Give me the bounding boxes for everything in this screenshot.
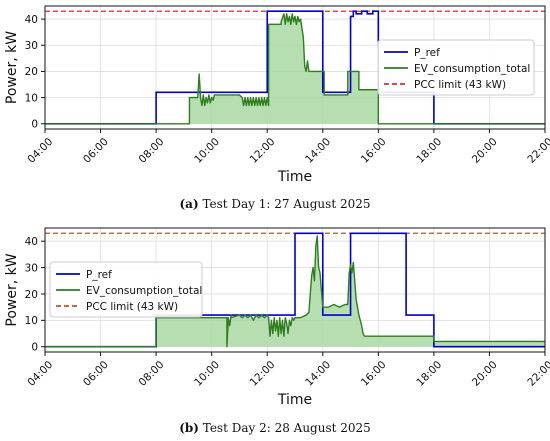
chart-panel-a: 04:00 06:00 08:00 10:00 12:00 14:00 16:00 18:00… bbox=[4, 5, 550, 211]
x-tick-label: 06:00 bbox=[81, 359, 111, 389]
y-axis-ticks: 0 10 20 30 40 bbox=[25, 236, 45, 354]
x-tick-label: 10:00 bbox=[192, 359, 222, 389]
x-tick-label: 10:00 bbox=[192, 136, 222, 166]
series-line-ev-consumption-total bbox=[45, 13, 545, 125]
caption-label: (a) bbox=[179, 197, 198, 211]
x-tick-label: 22:00 bbox=[525, 359, 550, 389]
caption-text: Test Day 1: 27 August 2025 bbox=[199, 197, 371, 211]
y-tick-label: 40 bbox=[25, 14, 38, 26]
y-tick-label: 10 bbox=[25, 315, 38, 327]
plot-area-frame bbox=[44, 227, 546, 353]
y-axis-label: Power, kW bbox=[4, 31, 20, 104]
x-tick-label: 12:00 bbox=[248, 136, 278, 166]
legend: P_ref EV_consumption_total PCC limit (43… bbox=[49, 261, 203, 318]
x-tick-label: 16:00 bbox=[359, 359, 389, 389]
x-tick-label: 04:00 bbox=[25, 136, 55, 166]
plot-area-frame bbox=[44, 5, 546, 130]
caption-label: (b) bbox=[179, 421, 199, 435]
y-tick-label: 20 bbox=[25, 289, 38, 301]
legend-entry-pcc-limit: PCC limit (43 kW) bbox=[414, 79, 506, 91]
x-tick-label: 20:00 bbox=[470, 359, 500, 389]
x-tick-label: 22:00 bbox=[525, 136, 550, 166]
y-tick-label: 10 bbox=[25, 92, 38, 104]
series-line-ev-consumption-total bbox=[45, 235, 545, 348]
legend-entry-p-ref: P_ref bbox=[86, 269, 112, 281]
x-tick-label: 18:00 bbox=[414, 136, 444, 166]
caption-text: Test Day 2: 28 August 2025 bbox=[199, 421, 371, 435]
legend-box bbox=[49, 261, 203, 318]
series-fill-ev-consumption-total bbox=[45, 235, 545, 347]
legend-entry-ev-consumption-total: EV_consumption_total bbox=[86, 285, 202, 297]
y-tick-label: 30 bbox=[25, 40, 38, 52]
caption: (a) Test Day 1: 27 August 2025 bbox=[179, 197, 370, 211]
x-axis-label: Time bbox=[277, 169, 312, 185]
legend-entry-p-ref: P_ref bbox=[414, 47, 440, 59]
x-axis-ticks: 04:00 06:00 08:00 10:00 12:00 14:00 16:00 18:00… bbox=[25, 352, 550, 389]
y-tick-label: 30 bbox=[25, 262, 38, 274]
legend: P_ref EV_consumption_total PCC limit (43… bbox=[377, 39, 535, 96]
x-tick-label: 04:00 bbox=[25, 359, 55, 389]
chart-panel-b: 04:00 06:00 08:00 10:00 12:00 14:00 16:00 18:00… bbox=[4, 227, 550, 435]
legend-box bbox=[377, 39, 535, 96]
y-tick-label: 0 bbox=[31, 342, 38, 354]
y-axis-ticks: 0 10 20 30 40 bbox=[25, 14, 45, 131]
caption: (b) Test Day 2: 28 August 2025 bbox=[179, 421, 371, 435]
x-tick-label: 08:00 bbox=[137, 359, 167, 389]
x-tick-label: 12:00 bbox=[248, 359, 278, 389]
series-line-p-ref bbox=[45, 10, 545, 125]
y-axis-label: Power, kW bbox=[4, 253, 20, 326]
x-tick-label: 20:00 bbox=[470, 136, 500, 166]
legend-entry-ev-consumption-total: EV_consumption_total bbox=[414, 63, 530, 75]
x-tick-label: 08:00 bbox=[137, 136, 167, 166]
y-tick-label: 0 bbox=[31, 119, 38, 131]
x-tick-label: 16:00 bbox=[359, 136, 389, 166]
y-tick-label: 20 bbox=[25, 66, 38, 78]
x-axis-label: Time bbox=[277, 392, 312, 408]
x-tick-label: 06:00 bbox=[81, 136, 111, 166]
x-tick-label: 14:00 bbox=[303, 136, 333, 166]
y-tick-label: 40 bbox=[25, 236, 38, 248]
legend-entry-pcc-limit: PCC limit (43 kW) bbox=[86, 301, 178, 313]
x-axis-ticks: 04:00 06:00 08:00 10:00 12:00 14:00 16:00 18:00… bbox=[25, 129, 550, 166]
x-tick-label: 14:00 bbox=[303, 359, 333, 389]
series-fill-ev-consumption-total bbox=[45, 13, 545, 124]
x-tick-label: 18:00 bbox=[414, 359, 444, 389]
